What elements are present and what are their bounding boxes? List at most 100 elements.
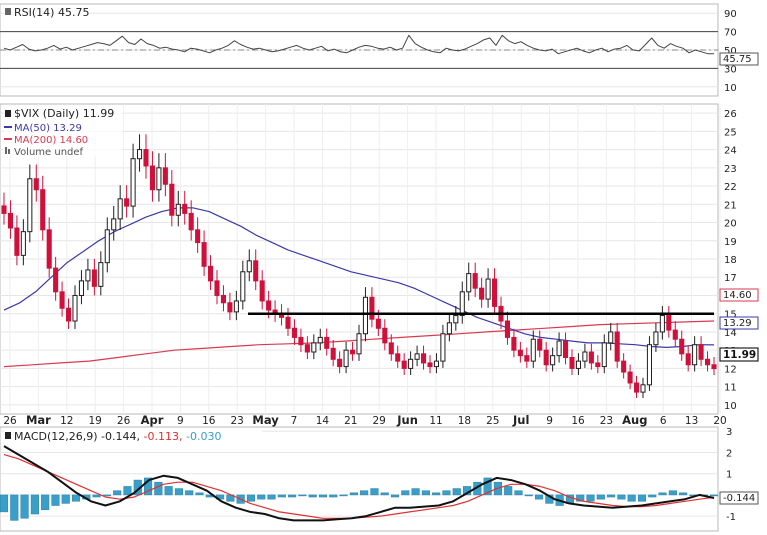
macd-histogram-bar — [452, 488, 461, 496]
x-tick-label: Aug — [622, 413, 647, 427]
candle-body — [491, 278, 498, 307]
x-tick-label: 21 — [344, 415, 357, 427]
macd-label-macd: -0.144, — [101, 430, 140, 443]
macd-histogram-bar — [154, 481, 163, 496]
candle-body — [259, 280, 265, 302]
macd-histogram-bar — [586, 494, 595, 502]
candle-body — [311, 342, 317, 353]
candle-body — [440, 333, 446, 362]
price-tick-label: 14 — [724, 328, 737, 339]
price-legend: $VIX (Daily) 11.99 MA(50) 13.29 MA(200) … — [4, 106, 122, 158]
candle-body — [511, 336, 517, 351]
macd-tick-label: 2 — [726, 448, 732, 459]
macd-line — [3, 445, 715, 522]
candle-body — [698, 344, 704, 360]
macd-histogram-bar — [483, 477, 492, 496]
price-axis: 2625242322212019181716151413121110 — [724, 109, 737, 412]
x-tick-label: 9 — [546, 415, 553, 427]
candle-body — [246, 260, 252, 273]
candle-body — [485, 278, 491, 300]
price-tick-label: 10 — [724, 401, 737, 412]
candle-body — [20, 231, 26, 256]
candle-body — [111, 218, 117, 231]
macd-histogram-bar — [390, 494, 400, 498]
candle-body — [659, 315, 665, 333]
macd-histogram-bar — [71, 494, 81, 502]
x-tick-label: 26 — [3, 415, 17, 427]
candle-body — [188, 212, 194, 231]
candle-body — [685, 353, 691, 366]
candle-body — [530, 338, 536, 362]
candle-body — [53, 267, 59, 293]
rsi-tick-label: 70 — [724, 28, 737, 39]
candle-body — [362, 296, 369, 335]
macd-histogram-bar — [432, 492, 441, 496]
macd-histogram-bar — [174, 488, 183, 496]
x-tick-label: 6 — [660, 415, 667, 427]
macd-histogram-bar — [318, 494, 328, 498]
macd-histogram-bar — [617, 494, 626, 500]
macd-histogram-bar — [113, 490, 122, 496]
macd-histogram-bar — [709, 494, 719, 497]
candle-body — [562, 340, 569, 358]
macd-label-signal: -0.113, — [144, 430, 183, 443]
macd-histogram-bar — [360, 490, 369, 496]
price-panel: 2625242322212019181716151413121110 $VIX … — [0, 103, 759, 415]
rsi-label-bg — [4, 5, 90, 18]
macd-histogram-bar — [524, 494, 533, 497]
macd-current-box — [719, 491, 759, 505]
candle-body — [633, 382, 640, 393]
candle-body — [640, 384, 646, 393]
candle-body — [65, 307, 72, 322]
candle-body — [266, 300, 272, 311]
candle-body — [337, 358, 343, 368]
candle-body — [72, 294, 78, 322]
candle-body — [666, 315, 672, 331]
candle-body — [304, 344, 310, 353]
candle-body — [298, 336, 304, 346]
candle-body — [414, 353, 420, 360]
candle-body — [433, 360, 440, 368]
volume-legend-icon — [5, 147, 7, 154]
rsi-current-box — [719, 52, 759, 66]
candle-body — [214, 280, 220, 296]
x-tick-label: 16 — [202, 415, 216, 427]
candle-body — [588, 351, 594, 364]
candle-body — [614, 331, 620, 362]
x-tick-label: 25 — [486, 415, 499, 427]
candle-body — [446, 322, 452, 335]
x-tick-label: Apr — [141, 413, 164, 427]
candle-body — [627, 371, 633, 384]
candle-body — [317, 336, 323, 344]
x-tick-label: 14 — [316, 415, 330, 427]
x-tick-label: 11 — [429, 415, 442, 427]
candle-body — [711, 364, 717, 370]
macd-label-hist: -0.030 — [186, 430, 221, 443]
rsi-line — [3, 34, 714, 55]
macd-histogram-bar — [442, 490, 451, 496]
candle-body — [646, 344, 653, 386]
candle-body — [382, 327, 388, 344]
macd-histogram-bar — [576, 494, 585, 502]
rsi-tick-label: 90 — [724, 9, 737, 20]
macd-histogram-bar — [607, 494, 616, 498]
macd-histogram-bar — [411, 488, 420, 496]
candle-body — [692, 344, 698, 366]
candle-body — [156, 167, 162, 191]
candle-body — [233, 300, 239, 313]
candle-body — [175, 203, 181, 216]
candle-body — [466, 273, 472, 293]
candlesticks — [1, 134, 717, 398]
candle-body — [472, 273, 478, 289]
price-tick-label: 23 — [724, 164, 737, 175]
macd-histogram-bar — [421, 490, 430, 496]
candle-body — [162, 167, 168, 185]
candle-body — [253, 260, 259, 282]
macd-histogram-bar — [679, 492, 688, 496]
candle-body — [395, 353, 401, 362]
macd-histogram-bar — [308, 494, 317, 498]
candle-body — [375, 318, 381, 329]
x-tick-label: 23 — [600, 415, 613, 427]
candle-body — [291, 327, 298, 338]
price-tick-label: 22 — [724, 182, 737, 193]
